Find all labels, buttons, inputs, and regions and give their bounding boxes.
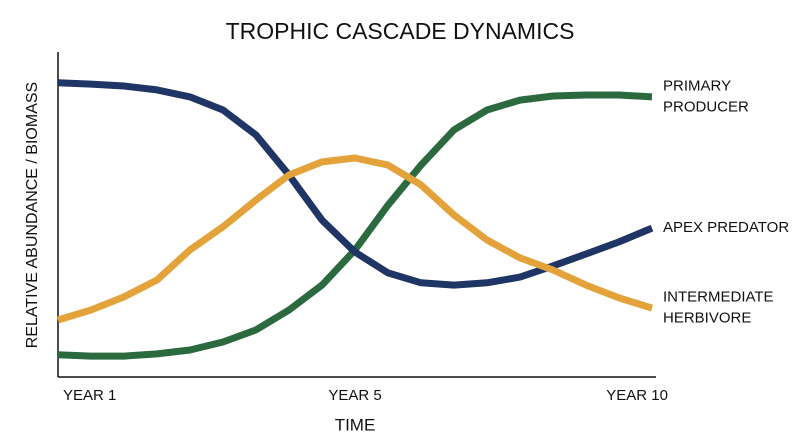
y-axis-label: RELATIVE ABUNDANCE / BIOMASS (24, 82, 41, 348)
series-label: PRIMARY PRODUCER (663, 77, 749, 115)
series-line (56, 154, 654, 324)
x-tick-label: YEAR 10 (606, 387, 668, 404)
series-line (57, 79, 654, 289)
x-tick-label: YEAR 5 (328, 387, 381, 404)
series-line (57, 91, 653, 360)
x-tick-label: YEAR 1 (63, 387, 116, 404)
series-label: INTERMEDIATE HERBIVORE (663, 289, 774, 327)
series-label: APEX PREDATOR (663, 219, 789, 236)
x-axis-label: TIME (335, 415, 376, 434)
chart-title: TROPHIC CASCADE DYNAMICS (226, 18, 575, 44)
